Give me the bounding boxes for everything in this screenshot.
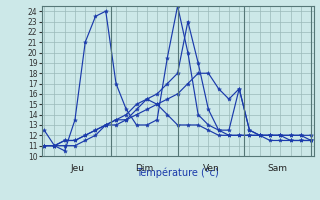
- Text: Sam: Sam: [268, 164, 288, 173]
- Text: Jeu: Jeu: [70, 164, 84, 173]
- Text: Dim: Dim: [135, 164, 153, 173]
- X-axis label: Température (°c): Température (°c): [136, 167, 219, 178]
- Text: Ven: Ven: [203, 164, 219, 173]
